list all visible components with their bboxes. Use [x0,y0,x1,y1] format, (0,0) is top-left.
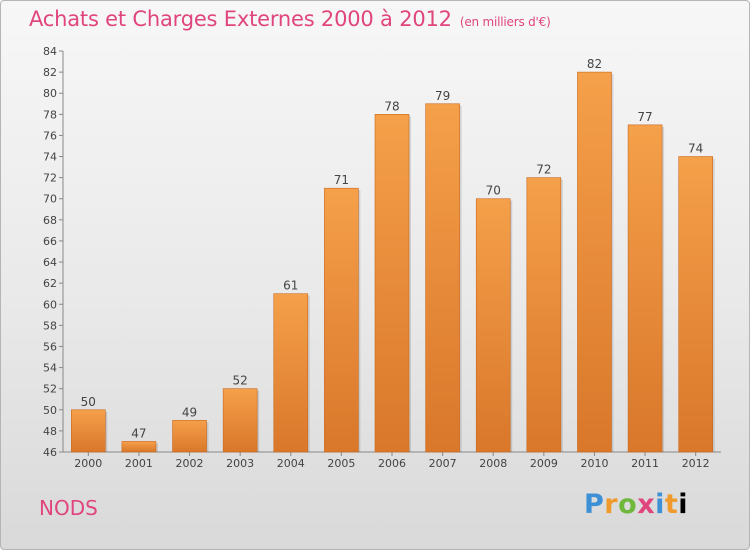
chart-unit: (en milliers d'€) [459,15,551,29]
x-tick-label: 2009 [530,457,558,470]
bar [172,420,207,453]
x-tick-label: 2004 [277,457,305,470]
bar [425,103,460,453]
bar [475,198,511,453]
logo-letter: r [604,489,619,520]
bar [273,293,309,453]
chart-title: Achats et Charges Externes 2000 à 2012 (e… [29,7,551,31]
y-tick-label: 84 [43,45,57,58]
y-tick-label: 58 [43,319,57,332]
logo-letter: i [655,489,665,520]
x-tick-label: 2002 [176,457,204,470]
y-tick-label: 46 [43,446,57,459]
bars [71,71,715,453]
bar [121,441,157,453]
y-tick-label: 76 [43,129,57,142]
y-tick-label: 52 [43,383,57,396]
bar [577,71,612,453]
bar-value-label: 61 [283,279,298,293]
chart-title-text: Achats et Charges Externes 2000 à 2012 [29,7,452,31]
bar [678,156,713,453]
y-tick-label: 62 [43,277,57,290]
x-tick-label: 2003 [226,457,254,470]
x-axis: 2000 2001 2002 2003 2004 2005 2006 2007 2008 2009… [63,451,721,470]
y-tick-label: 70 [43,193,57,206]
bar [526,177,562,453]
y-tick-label: 54 [43,362,57,375]
logo-letter: P [584,489,605,520]
bar [374,114,410,453]
y-axis: 46 48 50 52 54 56 58 60 62 64 66 68 70 72 74 76 78 80 82 84 [43,45,64,459]
x-tick-label: 2011 [631,457,659,470]
logo-letter: t [664,489,679,520]
y-tick-label: 68 [43,214,57,227]
bar-value-label: 77 [637,110,652,124]
logo-letter: i [678,489,689,520]
logo-letter: o [618,489,638,520]
logo-letter: x [637,489,656,520]
y-tick-label: 72 [43,172,57,185]
x-tick-label: 2010 [580,457,608,470]
y-tick-label: 64 [43,256,57,269]
y-tick-label: 50 [43,404,57,417]
proxiti-logo[interactable]: Proxiti [584,489,688,520]
x-tick-label: 2000 [74,457,102,470]
x-tick-label: 2006 [378,457,406,470]
x-tick-label: 2007 [429,457,457,470]
bar-value-label: 79 [435,89,450,103]
data-labels: 50 47 49 52 61 71 78 79 70 72 82 77 74 [81,57,704,440]
bar-value-label: 49 [182,405,197,419]
bar-value-label: 78 [384,99,399,113]
x-tick-label: 2001 [125,457,153,470]
bar-value-label: 52 [233,374,248,388]
y-tick-label: 78 [43,108,57,121]
bar [222,388,258,453]
y-tick-label: 80 [43,87,57,100]
x-tick-label: 2008 [479,457,507,470]
bar-value-label: 74 [688,142,703,156]
y-tick-label: 60 [43,298,57,311]
bar [627,124,663,453]
x-tick-label: 2005 [327,457,355,470]
commune-name: NODS [39,496,98,520]
bar-value-label: 82 [587,57,602,71]
y-tick-label: 82 [43,66,57,79]
y-tick-label: 74 [43,151,57,164]
bar-value-label: 50 [81,395,96,409]
bar-value-label: 47 [131,426,146,440]
bar-value-label: 72 [536,163,551,177]
bar [324,187,359,453]
x-tick-label: 2012 [682,457,710,470]
y-tick-label: 48 [43,425,57,438]
bar [71,409,106,453]
y-tick-label: 56 [43,340,57,353]
bar-value-label: 71 [334,173,349,187]
bar-value-label: 70 [486,184,501,198]
y-tick-label: 66 [43,235,57,248]
